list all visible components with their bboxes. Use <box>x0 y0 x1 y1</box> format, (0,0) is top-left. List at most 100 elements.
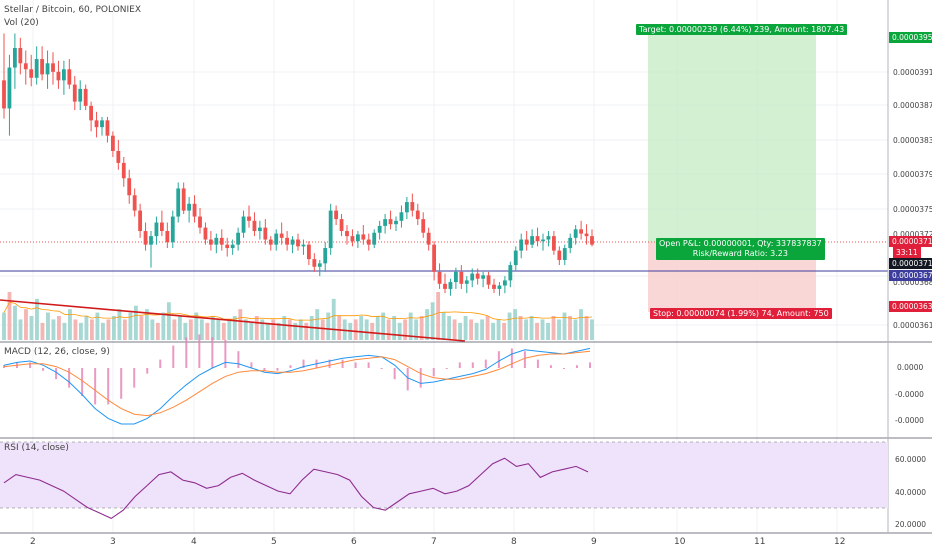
symbol-title[interactable]: Stellar / Bitcoin, 60, POLONIEX <box>4 5 142 15</box>
macd-hist-bar <box>159 359 162 368</box>
candle <box>415 203 420 226</box>
macd-hist-bar <box>341 359 344 368</box>
volume-bar <box>249 322 254 340</box>
macd-hist-bar <box>458 362 461 368</box>
trendline[interactable] <box>0 299 466 342</box>
volume-label[interactable]: Vol (20) <box>4 18 39 28</box>
volume-bar <box>496 319 501 340</box>
macd-hist-bar <box>146 368 149 374</box>
volume-bar <box>111 316 116 340</box>
candle <box>573 225 578 245</box>
macd-hist-bar <box>250 362 253 368</box>
volume-bar <box>62 322 67 340</box>
candle <box>410 193 415 217</box>
pnl-box[interactable]: Open P&L: 0.00000001, Qty: 337837837 Ris… <box>656 238 825 260</box>
macd-hist-bar <box>589 362 591 368</box>
macd-hist-bar <box>510 348 513 368</box>
candle <box>323 242 328 272</box>
candle <box>562 244 567 266</box>
macd-hist-bar <box>81 368 84 396</box>
macd-hist-bar <box>432 368 435 377</box>
rsi-tick: 20.0000 <box>895 520 927 529</box>
macd-hist-bar <box>172 345 175 368</box>
volume-bar <box>551 316 556 340</box>
candle <box>100 116 104 136</box>
macd-hist-bar <box>263 368 266 371</box>
candle <box>475 268 480 285</box>
macd-tick: -0.0000 <box>895 390 924 399</box>
volume-bar <box>18 319 23 340</box>
volume-bar <box>408 312 413 340</box>
volume-bar <box>452 319 457 340</box>
volume-bar <box>540 319 545 340</box>
candle <box>252 212 257 237</box>
candle <box>12 33 17 89</box>
volume-bar <box>2 312 6 340</box>
macd-hist-bar <box>55 368 58 380</box>
candle <box>579 220 584 240</box>
volume-bar <box>546 322 550 340</box>
volume-bar <box>441 312 446 340</box>
candle <box>127 169 132 204</box>
target-zone[interactable] <box>648 30 816 242</box>
candle <box>94 111 99 138</box>
stop-label[interactable]: Stop: 0.00000074 (1.99%) 74, Amount: 750 <box>650 308 832 319</box>
candle <box>51 52 55 85</box>
time-tick: 3 <box>110 537 116 547</box>
target-label[interactable]: Target: 0.00000239 (6.44%) 239, Amount: … <box>636 24 848 35</box>
volume-bar <box>370 322 375 340</box>
time-tick: 5 <box>271 537 277 547</box>
macd-hist-bar <box>575 365 578 368</box>
candle <box>154 216 159 245</box>
candle <box>312 253 317 272</box>
volume-bar <box>320 319 325 340</box>
volume-bar <box>122 319 127 340</box>
rsi-band <box>0 442 888 508</box>
volume-bar <box>386 319 391 340</box>
volume-bar <box>40 322 45 340</box>
volume-bar <box>364 319 369 340</box>
volume-bar <box>166 302 171 340</box>
candle <box>268 236 273 251</box>
macd-label[interactable]: MACD (12, 26, close, 9) <box>4 347 110 357</box>
candle <box>557 246 562 266</box>
candle <box>448 278 453 296</box>
macd-hist-bar <box>29 362 32 368</box>
candle <box>279 222 284 245</box>
rsi-label[interactable]: RSI (14, close) <box>4 443 69 453</box>
time-tick: 4 <box>191 537 197 547</box>
volume-bar <box>304 322 309 340</box>
rsi-line <box>3 457 589 520</box>
volume-bar <box>282 316 287 340</box>
macd-hist-bar <box>484 359 487 368</box>
candle <box>464 276 469 294</box>
candle <box>187 196 192 223</box>
volume-bar <box>480 319 485 340</box>
candle <box>426 227 431 251</box>
candle <box>334 205 339 226</box>
volume-bar <box>73 319 78 340</box>
volume-bar <box>95 312 100 340</box>
volume-bar <box>106 319 111 340</box>
macd-hist-bar <box>133 368 136 388</box>
macd-hist-bar <box>237 351 240 368</box>
current-price-tag: 0.00003712 <box>889 236 932 247</box>
candle <box>508 261 513 288</box>
volume-bar <box>271 319 276 340</box>
candle <box>214 233 219 254</box>
volume-bar <box>117 309 122 340</box>
volume-bar <box>491 322 496 340</box>
macd-hist-bar <box>276 368 279 371</box>
volume-bar <box>144 309 149 340</box>
volume-bar <box>188 319 193 340</box>
volume-bar <box>13 305 17 340</box>
volume-bar <box>139 316 144 340</box>
volume-bar <box>29 316 34 340</box>
